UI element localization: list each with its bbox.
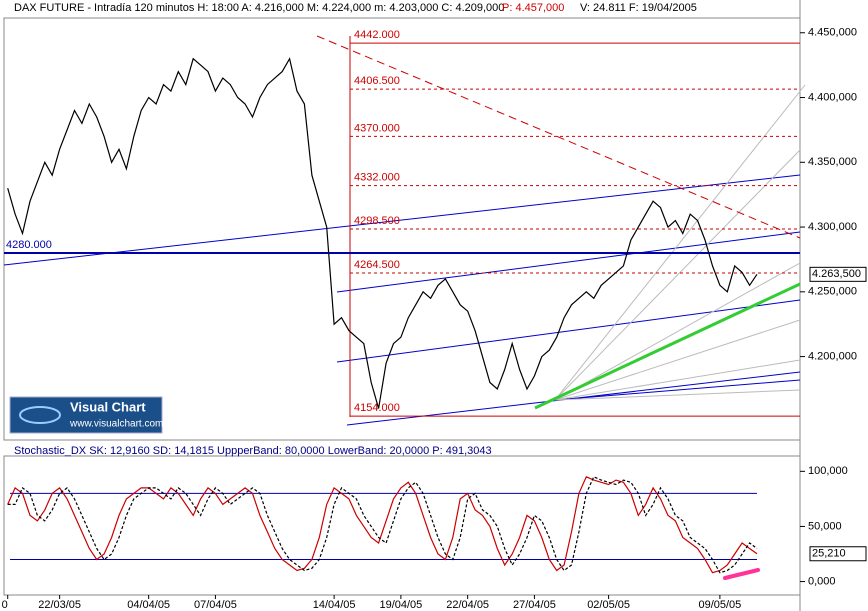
header: DAX FUTURE - Intradía 120 minutos H: 18:… <box>14 2 504 14</box>
logo: Visual Chart www.visualchart.com <box>9 396 163 434</box>
last-value-box <box>809 546 867 562</box>
price-panel <box>3 17 801 441</box>
trend-lines <box>3 174 801 426</box>
x-tick-label: 22/03/05 <box>38 599 81 611</box>
green-trend <box>534 282 801 410</box>
y-tick-label: 4.200,000 <box>808 350 857 362</box>
series-line <box>7 476 758 574</box>
red-trend <box>316 35 801 239</box>
series-line <box>7 57 758 409</box>
stoch-title: Stochastic_DX SK: 12,9160 SD: 14,1815 Up… <box>14 445 492 457</box>
stoch-panel <box>3 455 801 596</box>
x-tick-label: 04/04/05 <box>127 599 170 611</box>
y-tick-label: 100,000 <box>808 465 848 477</box>
level-label: 4370.000 <box>354 122 400 134</box>
x-tick-label: 07/04/05 <box>194 599 237 611</box>
x-tick-label: 27/04/05 <box>513 599 556 611</box>
y-tick-label: 4.400,000 <box>808 91 857 103</box>
header-p: P: 4.457,000 <box>502 2 564 14</box>
last-value-label: 4.263,500 <box>812 268 861 280</box>
y-tick-label: 50,000 <box>808 520 842 532</box>
x-tick-label: 09/05/05 <box>698 599 741 611</box>
header-tail: V: 24.811 F: 19/04/2005 <box>580 2 697 14</box>
logo-box <box>9 396 163 434</box>
y-tick-label: 4.450,000 <box>808 27 857 39</box>
x-tick-label: 02/05/05 <box>587 599 630 611</box>
y-tick-label: 4.350,000 <box>808 156 857 168</box>
y-tick-label: 4.300,000 <box>808 221 857 233</box>
x-tick-label: 0 <box>2 599 8 611</box>
fan-lines <box>554 84 806 401</box>
level-label: 4442.000 <box>354 29 400 41</box>
level-label: 4298.500 <box>354 215 400 227</box>
x-tick-label: 14/04/05 <box>313 599 356 611</box>
x-tick-label: 22/04/05 <box>446 599 489 611</box>
last-value-label: 25,210 <box>812 548 846 560</box>
level-label: 4332.000 <box>354 172 400 184</box>
logo-title: Visual Chart <box>70 399 146 414</box>
y-tick-label: 4.250,000 <box>808 286 857 298</box>
x-tick-label: 19/04/05 <box>379 599 422 611</box>
pink-mark <box>723 568 760 580</box>
logo-url: www.visualchart.com <box>69 419 163 430</box>
level-label: 4406.500 <box>354 75 400 87</box>
last-value-box <box>809 266 867 282</box>
logo-icon <box>19 406 61 424</box>
support-label: 4280.000 <box>6 239 52 251</box>
level-label: 4264.500 <box>354 259 400 271</box>
series-line <box>7 476 758 574</box>
y-tick-label: 0,000 <box>808 575 836 587</box>
level-label: 4154.000 <box>354 402 400 414</box>
